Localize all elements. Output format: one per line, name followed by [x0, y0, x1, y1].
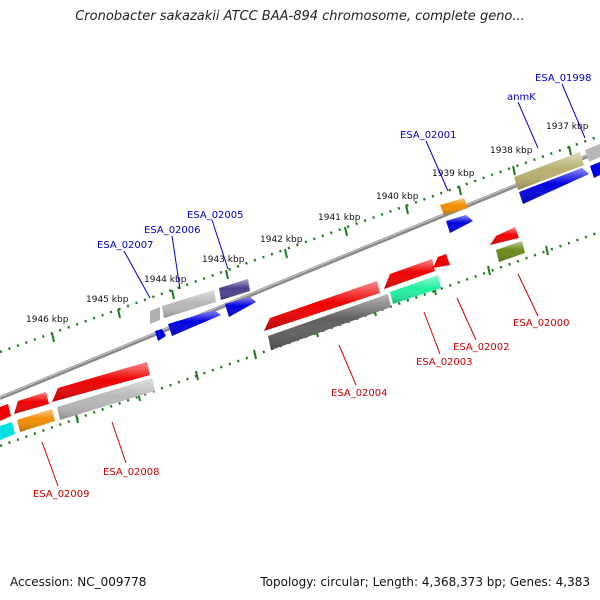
gene-label-esa-02006[interactable]: ESA_02006	[144, 225, 201, 236]
leader-line	[423, 311, 441, 355]
gene-feature[interactable]	[440, 198, 468, 215]
leader-line	[338, 344, 357, 386]
gene-label-esa-02008[interactable]: ESA_02008	[103, 467, 160, 478]
ruler-label: 1945 kbp	[86, 295, 129, 305]
gene-label-esa-02001[interactable]: ESA_02001	[400, 130, 457, 141]
leader-line	[456, 297, 477, 341]
forward-gene-labels: ESA_02007 ESA_02006 ESA_02005 ESA_02001 …	[97, 73, 592, 251]
ruler-label: 1941 kbp	[318, 213, 361, 223]
ruler-label: 1939 kbp	[432, 169, 475, 179]
gene-feature[interactable]	[57, 378, 155, 420]
reverse-gene-labels: ESA_02009 ESA_02008 ESA_02004 ESA_02003 …	[33, 318, 570, 500]
gene-feature[interactable]	[268, 294, 391, 350]
major-tick	[75, 413, 79, 424]
major-tick	[51, 332, 55, 343]
gene-feature[interactable]	[496, 241, 525, 262]
reverse-leader-lines	[41, 273, 539, 487]
gene-feature[interactable]	[590, 162, 600, 178]
leader-line	[517, 101, 539, 149]
major-tick	[225, 269, 229, 280]
gene-feature[interactable]	[219, 279, 250, 300]
ruler-label: 1938 kbp	[490, 146, 533, 156]
gene-feature[interactable]	[225, 297, 256, 317]
gene-label-esa-02002[interactable]: ESA_02002	[453, 342, 510, 353]
accession-text: Accession: NC_009778	[10, 575, 147, 589]
gene-feature[interactable]	[446, 215, 473, 233]
gene-feature[interactable]	[162, 290, 216, 318]
gene-label-esa-02009[interactable]: ESA_02009	[33, 489, 90, 500]
leader-line	[561, 83, 586, 139]
gene-feature[interactable]	[14, 392, 49, 414]
major-tick	[405, 204, 409, 215]
leader-line	[171, 235, 181, 290]
gene-label-esa-02003[interactable]: ESA_02003	[416, 357, 473, 368]
gene-feature[interactable]	[155, 329, 166, 341]
ruler-label: 1940 kbp	[376, 192, 419, 202]
leader-line	[425, 140, 449, 192]
gene-feature[interactable]	[150, 307, 160, 324]
gene-feature[interactable]	[0, 422, 15, 440]
gene-label-esa-02005[interactable]: ESA_02005	[187, 210, 244, 221]
major-tick	[171, 289, 175, 300]
gene-feature[interactable]	[384, 259, 435, 289]
gene-feature[interactable]	[519, 168, 589, 204]
gene-feature[interactable]	[585, 144, 600, 162]
gene-label-esa-02004[interactable]: ESA_02004	[331, 388, 388, 399]
leader-line	[517, 273, 539, 317]
major-tick	[458, 185, 462, 196]
gene-feature[interactable]	[490, 227, 519, 245]
gene-feature[interactable]	[390, 275, 441, 304]
ruler-labels: 1946 kbp 1945 kbp 1944 kbp 1943 kbp 1942…	[26, 122, 589, 325]
gene-label-esa-01998[interactable]: ESA_01998	[535, 73, 592, 84]
major-tick	[487, 265, 491, 276]
gene-feature[interactable]	[514, 152, 584, 190]
gene-label-anmk[interactable]: anmK	[507, 92, 536, 103]
major-tick	[195, 370, 199, 381]
reverse-genes[interactable]	[0, 227, 525, 440]
major-tick	[568, 145, 572, 156]
leader-line	[211, 219, 229, 270]
gene-feature[interactable]	[433, 254, 450, 268]
major-tick	[117, 308, 121, 319]
leader-line	[41, 441, 59, 487]
ruler-label: 1942 kbp	[260, 235, 303, 245]
major-tick	[344, 226, 348, 237]
gene-feature[interactable]	[264, 281, 380, 331]
major-tick	[512, 165, 516, 176]
forward-leader-lines	[123, 83, 586, 299]
ruler-label: 1944 kbp	[144, 275, 187, 285]
forward-genes[interactable]	[150, 144, 600, 341]
ruler-major-ticks	[51, 145, 572, 343]
gene-feature[interactable]	[168, 310, 221, 336]
gene-feature[interactable]	[17, 409, 55, 432]
ruler-label: 1943 kbp	[202, 255, 245, 265]
gene-feature[interactable]	[0, 404, 11, 421]
ruler-track-outer	[0, 134, 600, 354]
leader-line	[123, 250, 151, 299]
gene-label-esa-02000[interactable]: ESA_02000	[513, 318, 570, 329]
gene-feature[interactable]	[52, 362, 150, 402]
map-title: Cronobacter sakazakii ATCC BAA-894 chrom…	[75, 9, 525, 24]
chromosome-backbone	[0, 149, 600, 400]
leader-line	[111, 421, 127, 464]
major-tick	[545, 245, 549, 256]
major-tick	[284, 248, 288, 259]
ruler-label: 1937 kbp	[546, 122, 589, 132]
topology-text: Topology: circular; Length: 4,368,373 bp…	[260, 575, 590, 589]
chromosome-backbone-highlight	[0, 149, 600, 398]
gene-label-esa-02007[interactable]: ESA_02007	[97, 240, 154, 251]
major-tick	[253, 349, 257, 360]
ruler-label: 1946 kbp	[26, 315, 69, 325]
